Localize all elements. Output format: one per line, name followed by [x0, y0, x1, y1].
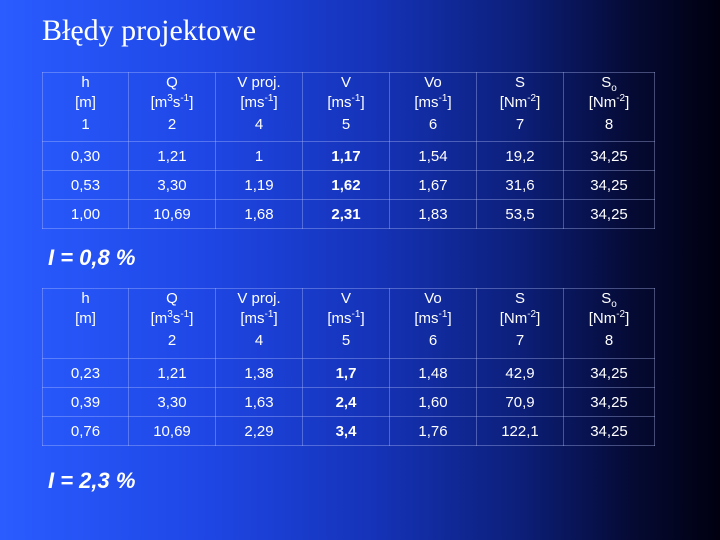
col-number: 4: [215, 115, 303, 142]
cell-h: 0,23: [42, 358, 129, 388]
cell-s: 70,9: [476, 387, 564, 417]
cell-vo: 1,83: [389, 199, 477, 229]
cell-q: 1,21: [128, 141, 216, 171]
header-h: h [m]: [42, 288, 129, 332]
cell-v-proj: 1,19: [215, 170, 303, 200]
cell-h: 0,53: [42, 170, 129, 200]
cell-s: 53,5: [476, 199, 564, 229]
cell-s: 122,1: [476, 416, 564, 446]
slope-label-2: I = 2,3 %: [48, 468, 136, 493]
col-number: 5: [302, 115, 390, 142]
header-v: V [ms-1]: [302, 72, 390, 116]
header-vo: Vo [ms-1]: [389, 72, 477, 116]
cell-v-proj: 1,38: [215, 358, 303, 388]
cell-so: 34,25: [563, 199, 655, 229]
slide-title: Błędy projektowe: [42, 14, 257, 47]
cell-vo: 1,48: [389, 358, 477, 388]
header-v: V [ms-1]: [302, 288, 390, 332]
col-number: 4: [215, 331, 303, 359]
cell-so: 34,25: [563, 141, 655, 171]
table-row: 1,00 10,69 1,68 2,31 1,83 53,5 34,25: [42, 199, 655, 229]
cell-q: 3,30: [128, 170, 216, 200]
header-v-proj: V proj. [ms-1]: [215, 288, 303, 332]
cell-v-proj: 1,63: [215, 387, 303, 417]
col-number: 8: [563, 115, 655, 142]
results-table-2: h [m] Q [m3s-1] V proj. [ms-1] V [ms-1] …: [42, 288, 655, 446]
table-row: 0,23 1,21 1,38 1,7 1,48 42,9 34,25: [42, 358, 655, 388]
col-number: 6: [389, 115, 477, 142]
col-number: 1: [42, 115, 129, 142]
cell-v: 1,17: [302, 141, 390, 171]
col-number: 5: [302, 331, 390, 359]
header-s: S [Nm-2]: [476, 288, 564, 332]
cell-v-proj: 1: [215, 141, 303, 171]
header-q: Q [m3s-1]: [128, 72, 216, 116]
cell-so: 34,25: [563, 387, 655, 417]
cell-v: 1,62: [302, 170, 390, 200]
col-number: 7: [476, 331, 564, 359]
cell-h: 0,76: [42, 416, 129, 446]
cell-q: 10,69: [128, 416, 216, 446]
col-number: 8: [563, 331, 655, 359]
cell-vo: 1,54: [389, 141, 477, 171]
cell-v: 1,7: [302, 358, 390, 388]
col-number: 2: [128, 331, 216, 359]
col-number: 7: [476, 115, 564, 142]
table-row: 0,76 10,69 2,29 3,4 1,76 122,1 34,25: [42, 416, 655, 446]
header-q: Q [m3s-1]: [128, 288, 216, 332]
cell-q: 3,30: [128, 387, 216, 417]
cell-v: 2,4: [302, 387, 390, 417]
cell-vo: 1,67: [389, 170, 477, 200]
cell-s: 19,2: [476, 141, 564, 171]
cell-so: 34,25: [563, 416, 655, 446]
header-s: S [Nm-2]: [476, 72, 564, 116]
cell-v: 3,4: [302, 416, 390, 446]
cell-s: 42,9: [476, 358, 564, 388]
cell-vo: 1,76: [389, 416, 477, 446]
header-so: So [Nm-2]: [563, 72, 655, 116]
cell-so: 34,25: [563, 358, 655, 388]
cell-h: 0,39: [42, 387, 129, 417]
cell-v: 2,31: [302, 199, 390, 229]
table-row: 0,30 1,21 1 1,17 1,54 19,2 34,25: [42, 141, 655, 171]
results-table-1: h [m] Q [m3s-1] V proj. [ms-1] V [ms-1] …: [42, 72, 655, 229]
cell-q: 10,69: [128, 199, 216, 229]
cell-v-proj: 1,68: [215, 199, 303, 229]
header-v-proj: V proj. [ms-1]: [215, 72, 303, 116]
cell-h: 1,00: [42, 199, 129, 229]
cell-q: 1,21: [128, 358, 216, 388]
cell-vo: 1,60: [389, 387, 477, 417]
table-row: 0,53 3,30 1,19 1,62 1,67 31,6 34,25: [42, 170, 655, 200]
slope-label-1: I = 0,8 %: [48, 245, 136, 270]
cell-h: 0,30: [42, 141, 129, 171]
cell-so: 34,25: [563, 170, 655, 200]
table-row: 0,39 3,30 1,63 2,4 1,60 70,9 34,25: [42, 387, 655, 417]
cell-v-proj: 2,29: [215, 416, 303, 446]
header-so: So [Nm-2]: [563, 288, 655, 332]
header-h: h [m]: [42, 72, 129, 116]
header-vo: Vo [ms-1]: [389, 288, 477, 332]
col-number: 2: [128, 115, 216, 142]
col-number: 6: [389, 331, 477, 359]
cell-s: 31,6: [476, 170, 564, 200]
col-number: [42, 331, 129, 359]
